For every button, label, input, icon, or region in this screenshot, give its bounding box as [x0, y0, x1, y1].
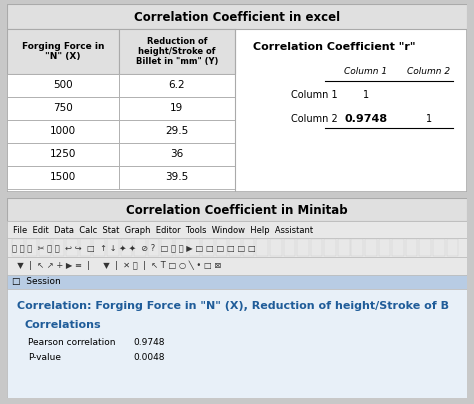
Bar: [118, 74, 235, 97]
Bar: [447, 239, 458, 256]
Bar: [175, 239, 187, 256]
Bar: [406, 239, 418, 256]
Bar: [189, 239, 200, 256]
Bar: [118, 97, 235, 120]
Bar: [7, 143, 118, 166]
Text: Correlation Coefficient "r": Correlation Coefficient "r": [253, 42, 415, 52]
Text: Column 1: Column 1: [345, 67, 388, 76]
Text: 0.9748: 0.9748: [133, 338, 164, 347]
Text: 1: 1: [426, 114, 432, 124]
Bar: [53, 239, 64, 256]
Bar: [80, 239, 91, 256]
Text: 750: 750: [53, 103, 73, 114]
Bar: [118, 143, 235, 166]
Text: 0.9748: 0.9748: [345, 114, 388, 124]
Bar: [7, 289, 467, 398]
Text: 0.0048: 0.0048: [133, 353, 164, 362]
Bar: [7, 74, 118, 97]
Bar: [118, 29, 235, 74]
Bar: [12, 239, 24, 256]
Bar: [7, 166, 118, 189]
Text: Reduction of
height/Stroke of
Billet in "mm" (Y): Reduction of height/Stroke of Billet in …: [136, 37, 218, 66]
Bar: [7, 97, 118, 120]
Text: Column 2: Column 2: [292, 114, 338, 124]
Bar: [229, 239, 241, 256]
Bar: [283, 239, 295, 256]
Bar: [338, 239, 349, 256]
Bar: [365, 239, 377, 256]
Text: □  Session: □ Session: [12, 277, 61, 286]
Text: 1000: 1000: [50, 126, 76, 137]
Bar: [7, 120, 118, 143]
Bar: [7, 29, 118, 74]
Text: 🖿 💾 🖨  ✂ 📋 📋  ↩ ↪  □  ↑ ↓ ✦ ✦  ⊘ ?  □ 📋 🔵 ▶ □ □ □ □ □ □: 🖿 💾 🖨 ✂ 📋 📋 ↩ ↪ □ ↑ ↓ ✦ ✦ ⊘ ? □ 📋 🔵 ▶ □ …: [12, 243, 255, 252]
Bar: [7, 198, 467, 221]
Bar: [311, 239, 322, 256]
Bar: [216, 239, 228, 256]
Text: P-value: P-value: [28, 353, 62, 362]
Text: File  Edit  Data  Calc  Stat  Graph  Editor  Tools  Window  Help  Assistant: File Edit Data Calc Stat Graph Editor To…: [13, 226, 313, 235]
Bar: [148, 239, 159, 256]
Bar: [161, 239, 173, 256]
Bar: [351, 239, 363, 256]
Bar: [7, 221, 467, 238]
Text: Correlation Coefficient in excel: Correlation Coefficient in excel: [134, 11, 340, 23]
Bar: [433, 239, 445, 256]
Text: Correlation Coefficient in Minitab: Correlation Coefficient in Minitab: [126, 204, 348, 217]
Text: Correlation: Forging Force in "N" (X), Reduction of height/Stroke of B: Correlation: Forging Force in "N" (X), R…: [17, 301, 449, 311]
Bar: [7, 275, 467, 289]
Text: Forging Force in
"N" (X): Forging Force in "N" (X): [22, 42, 104, 61]
Bar: [256, 239, 268, 256]
Text: 29.5: 29.5: [165, 126, 189, 137]
Bar: [118, 120, 235, 143]
Bar: [419, 239, 431, 256]
Text: 1250: 1250: [50, 149, 76, 160]
Bar: [297, 239, 309, 256]
Bar: [7, 257, 467, 275]
Bar: [26, 239, 37, 256]
Text: 6.2: 6.2: [169, 80, 185, 90]
Bar: [93, 239, 105, 256]
Text: Pearson correlation: Pearson correlation: [28, 338, 116, 347]
Bar: [202, 239, 214, 256]
Bar: [118, 166, 235, 189]
Bar: [243, 239, 255, 256]
Bar: [7, 4, 467, 29]
Bar: [7, 238, 467, 257]
Text: ▼  |  ↖ ↗ + ▶ ≡  |     ▼  |  ✕ 🔍  |  ↖ T □ ○ ╲ • □ ⊠: ▼ | ↖ ↗ + ▶ ≡ | ▼ | ✕ 🔍 | ↖ T □ ○ ╲ • □ …: [12, 261, 221, 270]
Bar: [379, 239, 390, 256]
Text: 39.5: 39.5: [165, 173, 189, 183]
Bar: [107, 239, 118, 256]
Text: Column 2: Column 2: [408, 67, 451, 76]
Bar: [39, 239, 51, 256]
Bar: [120, 239, 132, 256]
Text: 36: 36: [170, 149, 183, 160]
Bar: [270, 239, 282, 256]
Text: 500: 500: [53, 80, 73, 90]
Bar: [392, 239, 404, 256]
Bar: [66, 239, 78, 256]
Text: 1: 1: [363, 90, 369, 100]
Text: Column 1: Column 1: [292, 90, 338, 100]
Text: 1500: 1500: [50, 173, 76, 183]
Text: Correlations: Correlations: [25, 320, 101, 330]
Text: 19: 19: [170, 103, 183, 114]
Bar: [324, 239, 336, 256]
Bar: [134, 239, 146, 256]
